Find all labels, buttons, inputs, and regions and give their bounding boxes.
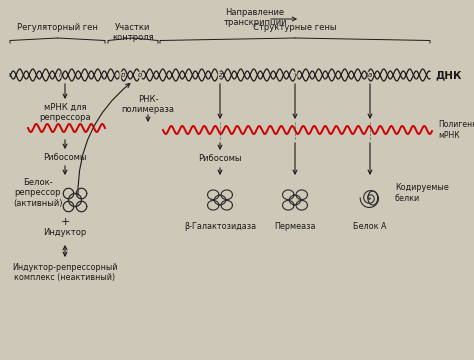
Text: Кодируемые
белки: Кодируемые белки bbox=[395, 183, 449, 203]
Text: ДНК: ДНК bbox=[435, 70, 462, 80]
Text: мРНК для
репрессора: мРНК для репрессора bbox=[39, 103, 91, 122]
Text: p: p bbox=[120, 72, 124, 78]
Text: Пермеаза: Пермеаза bbox=[274, 222, 316, 231]
Text: Полигенная
мРНК: Полигенная мРНК bbox=[438, 120, 474, 140]
Text: Рибосомы: Рибосомы bbox=[198, 154, 242, 163]
Text: Индуктор-репрессорный
комплекс (неактивный): Индуктор-репрессорный комплекс (неактивн… bbox=[12, 263, 118, 282]
Text: Индуктор: Индуктор bbox=[44, 228, 87, 237]
Text: Рибосомы: Рибосомы bbox=[43, 153, 87, 162]
Text: РНК-
полимераза: РНК- полимераза bbox=[121, 95, 174, 114]
FancyArrowPatch shape bbox=[78, 84, 130, 195]
Text: +: + bbox=[60, 217, 70, 227]
Text: Регуляторный ген: Регуляторный ген bbox=[17, 23, 98, 32]
Text: Белок-
репрессор
(активный): Белок- репрессор (активный) bbox=[13, 178, 63, 208]
Text: Структурные гены: Структурные гены bbox=[253, 23, 337, 32]
Text: β-Галактозидаза: β-Галактозидаза bbox=[184, 222, 256, 231]
Text: Направление
транскрипции: Направление транскрипции bbox=[223, 8, 287, 27]
Text: y: y bbox=[293, 72, 297, 78]
Text: i: i bbox=[59, 72, 61, 78]
Text: o: o bbox=[138, 72, 142, 78]
Text: z: z bbox=[218, 72, 222, 78]
Text: a: a bbox=[368, 72, 372, 78]
Text: Участки
контроля: Участки контроля bbox=[112, 23, 154, 42]
Text: Белок А: Белок А bbox=[353, 222, 387, 231]
